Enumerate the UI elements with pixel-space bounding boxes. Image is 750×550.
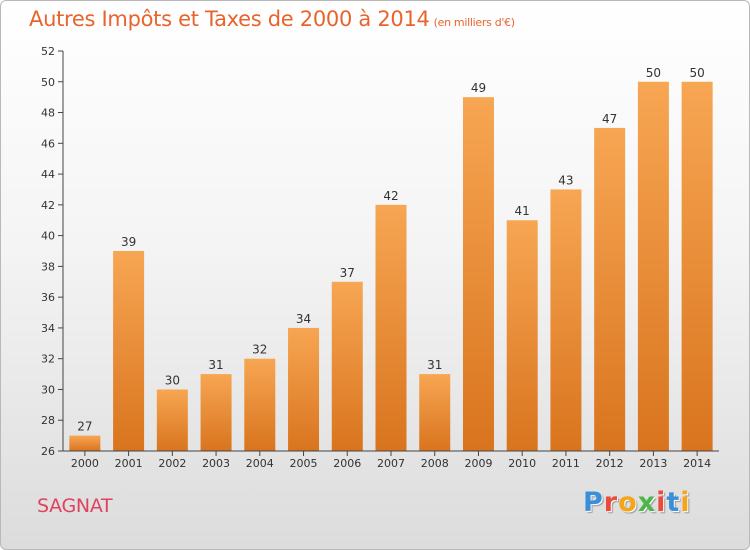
- y-tick-label: 52: [41, 45, 55, 58]
- x-tick-label: 2004: [246, 457, 274, 470]
- y-tick-label: 38: [41, 260, 55, 273]
- bar-2004: [244, 358, 276, 451]
- data-label: 50: [689, 66, 704, 80]
- y-tick-label: 48: [41, 107, 55, 120]
- x-tick-label: 2007: [377, 457, 405, 470]
- bar-2011: [550, 189, 582, 451]
- bar-2013: [637, 81, 669, 452]
- data-label: 37: [340, 266, 355, 280]
- data-label: 47: [602, 112, 617, 126]
- bar-2008: [419, 374, 451, 451]
- y-tick-label: 50: [41, 76, 55, 89]
- data-label: 49: [471, 81, 486, 95]
- bar-2002: [156, 389, 188, 451]
- x-tick-label: 2000: [71, 457, 99, 470]
- y-tick-label: 30: [41, 383, 55, 396]
- data-label: 31: [208, 358, 223, 372]
- bar-2001: [113, 251, 145, 451]
- x-tick-label: 2013: [639, 457, 667, 470]
- x-tick-label: 2010: [508, 457, 536, 470]
- data-label: 30: [165, 373, 180, 387]
- logo-letter: t: [666, 487, 681, 518]
- bar-2014: [681, 81, 713, 452]
- y-tick-label: 46: [41, 137, 55, 150]
- logo-letter: i: [680, 487, 691, 518]
- x-tick-label: 2008: [421, 457, 449, 470]
- y-ticks: 26 28 30 32 34 36 38 40 42 44 46 48 50 52: [41, 45, 63, 458]
- logo-letter: i: [656, 487, 667, 518]
- y-tick-label: 26: [41, 445, 55, 458]
- x-tick-label: 2001: [115, 457, 143, 470]
- x-tick-label: 2009: [464, 457, 492, 470]
- bar-2010: [506, 220, 538, 451]
- x-tick-label: 2014: [683, 457, 711, 470]
- x-tick-label: 2005: [290, 457, 318, 470]
- logo-letter: o: [618, 487, 638, 518]
- data-label: 34: [296, 312, 311, 326]
- data-label: 41: [515, 204, 530, 218]
- bar-2012: [594, 127, 626, 451]
- y-tick-label: 32: [41, 353, 55, 366]
- data-label: 32: [252, 343, 267, 357]
- bar-2007: [375, 204, 407, 451]
- data-label: 39: [121, 235, 136, 249]
- logo-letter: P: [583, 487, 604, 518]
- y-tick-label: 34: [41, 322, 55, 335]
- y-tick-label: 44: [41, 168, 55, 181]
- data-label: 42: [383, 189, 398, 203]
- data-label: 31: [427, 358, 442, 372]
- x-tick-label: 2011: [552, 457, 580, 470]
- chart-unit: (en milliers d'€): [433, 16, 515, 29]
- y-tick-label: 40: [41, 230, 55, 243]
- axes: 2000 2001 2002 2003 2004 2005 2006 2007 2008 2009…: [62, 51, 719, 470]
- x-tick-label: 2003: [202, 457, 230, 470]
- bars: 27 39 30 31 32 34 37 42 31 49 41 43 47 50 50: [69, 66, 713, 452]
- data-label: 43: [558, 173, 573, 187]
- y-tick-label: 28: [41, 414, 55, 427]
- y-tick-label: 36: [41, 291, 55, 304]
- chart-title-text: Autres Impôts et Taxes de 2000 à 2014: [29, 7, 430, 31]
- x-tick-label: 2012: [596, 457, 624, 470]
- bar-2000: [69, 435, 101, 451]
- logo-letter: r: [603, 487, 619, 518]
- data-label: 27: [77, 420, 92, 434]
- bar-2009: [462, 97, 494, 452]
- proxiti-logo: Proxiti: [583, 487, 691, 518]
- data-label: 50: [646, 66, 661, 80]
- bar-2005: [288, 327, 320, 451]
- bar-2006: [331, 281, 363, 451]
- chart-title: Autres Impôts et Taxes de 2000 à 2014 (en…: [29, 7, 515, 31]
- logo-letter: x: [637, 487, 657, 518]
- x-tick-label: 2002: [158, 457, 186, 470]
- x-tick-label: 2006: [333, 457, 361, 470]
- commune-name: SAGNAT: [37, 495, 113, 517]
- bar-2003: [200, 374, 232, 451]
- y-tick-label: 42: [41, 199, 55, 212]
